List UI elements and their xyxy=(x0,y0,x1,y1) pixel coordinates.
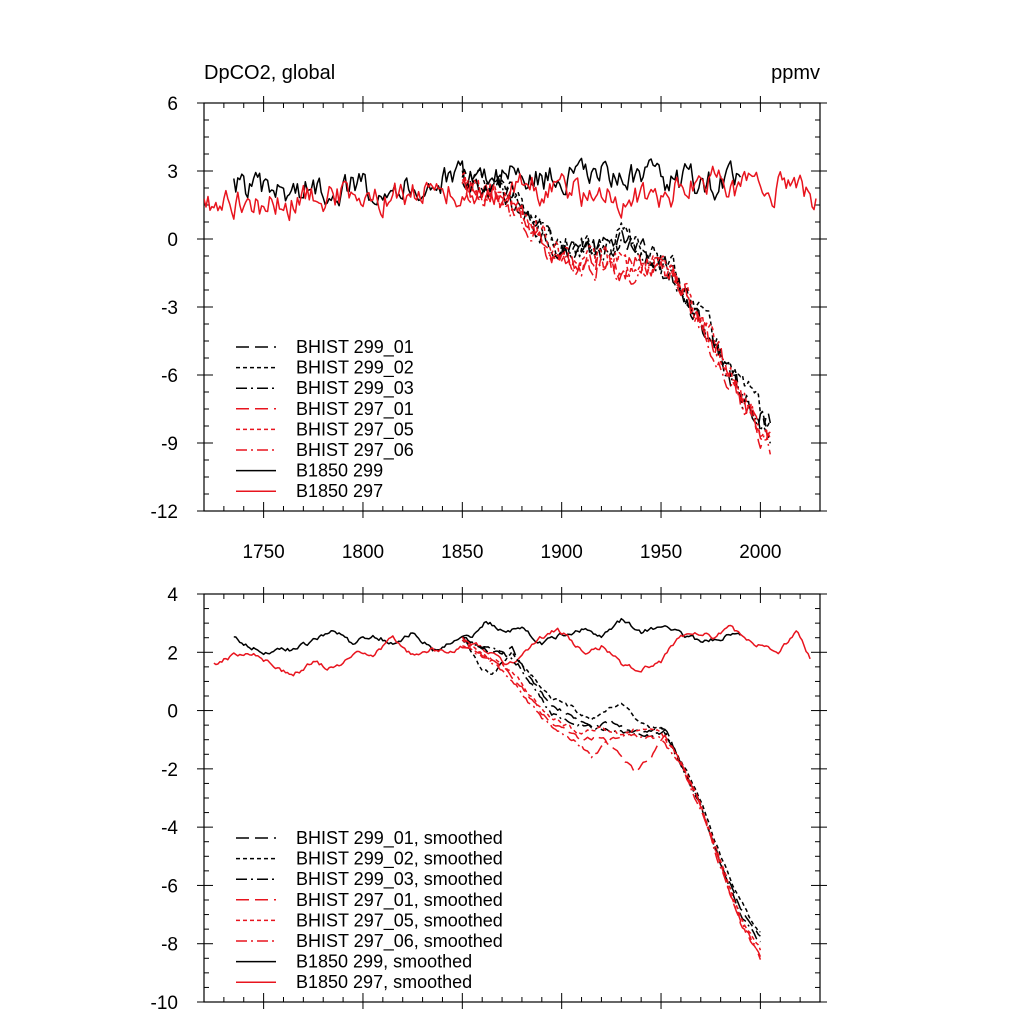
series-line-bhist-299-01-smoothed xyxy=(462,636,761,937)
y-tick-label: 2 xyxy=(167,643,178,664)
series-line-bhist-299-03-smoothed xyxy=(461,639,761,943)
series-group xyxy=(204,157,817,455)
legend-label: BHIST 297_05, smoothed xyxy=(296,910,503,931)
x-tick-label: 1900 xyxy=(541,542,583,563)
series-line-b1850-299 xyxy=(233,157,742,207)
series-line-bhist-299-02-smoothed xyxy=(461,636,761,933)
chart-units: ppmv xyxy=(771,62,820,84)
y-tick-label: -8 xyxy=(161,935,178,956)
chart-panel-1: 1750 1800 1850 1900 1950 2000 6 3 0 -3 -6 -9 -12 DpCO… xyxy=(151,62,827,563)
y-tick-label: -6 xyxy=(161,366,178,387)
y-tick-label: -9 xyxy=(161,434,178,455)
series-line-bhist-297-06-smoothed xyxy=(462,645,762,957)
series-line-bhist-297-01-smoothed xyxy=(461,636,762,960)
y-tick-label: -2 xyxy=(161,760,178,781)
series-line-b1850-299-smoothed xyxy=(233,617,742,656)
legend-label: BHIST 299_02, smoothed xyxy=(296,849,503,870)
legend-label: BHIST 297_01, smoothed xyxy=(296,890,503,911)
legend-label: BHIST 299_02 xyxy=(296,358,414,379)
x-tick-label: 1950 xyxy=(640,542,682,563)
chart-title: DpCO2, global xyxy=(204,62,335,84)
y-tick-label: 0 xyxy=(167,230,178,251)
x-tick-label: 2000 xyxy=(739,542,781,563)
series-line-bhist-297-01 xyxy=(461,178,772,449)
legend-label: BHIST 297_06, smoothed xyxy=(296,931,503,952)
x-tick-label: 1850 xyxy=(441,542,483,563)
legend-label: BHIST 299_01 xyxy=(296,337,414,358)
series-line-bhist-299-02 xyxy=(461,169,771,429)
x-tick-label: 1800 xyxy=(342,542,384,563)
y-tick-label: 4 xyxy=(167,585,178,606)
x-tick-label: 1750 xyxy=(242,542,284,563)
y-tick-label: 6 xyxy=(167,94,178,115)
series-line-bhist-299-03 xyxy=(461,174,772,444)
legend-label: BHIST 297_05 xyxy=(296,419,414,440)
y-tick-label: 3 xyxy=(167,162,178,183)
series-line-bhist-297-05 xyxy=(461,172,771,438)
y-tick-label: 0 xyxy=(167,702,178,723)
legend-label: B1850 299 xyxy=(296,461,383,481)
legend-label: BHIST 297_06 xyxy=(296,440,414,461)
series-group xyxy=(213,617,811,960)
legend-label: B1850 297 xyxy=(296,481,383,501)
y-tick-label: -6 xyxy=(161,876,178,897)
legend-label: B1850 299, smoothed xyxy=(296,952,472,972)
y-tick-label: -3 xyxy=(161,298,178,319)
y-tick-label: -10 xyxy=(151,993,178,1014)
legend-label: BHIST 299_03 xyxy=(296,378,414,399)
y-tick-label: -4 xyxy=(161,818,178,839)
series-line-bhist-297-05-smoothed xyxy=(461,639,762,951)
y-tick-label: -12 xyxy=(151,502,178,523)
legend-label: BHIST 299_03, smoothed xyxy=(296,869,503,890)
series-line-bhist-297-06 xyxy=(461,177,772,455)
legend-label: B1850 297, smoothed xyxy=(296,972,472,992)
legend-label: BHIST 299_01, smoothed xyxy=(296,828,503,849)
legend-label: BHIST 297_01 xyxy=(296,399,414,420)
series-line-b1850-297-smoothed xyxy=(213,624,811,677)
